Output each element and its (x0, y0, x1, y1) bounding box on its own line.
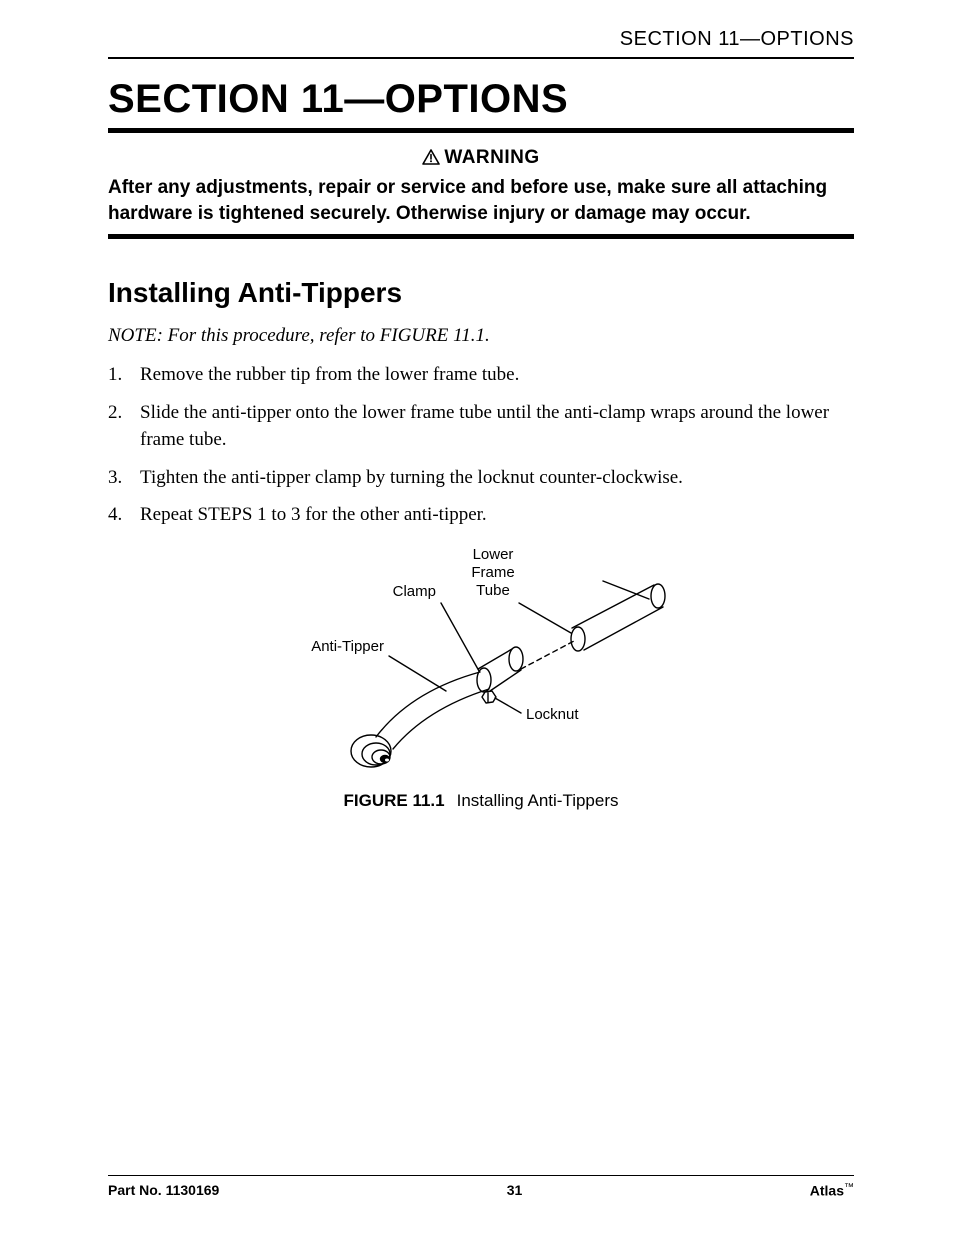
warning-heading-text: WARNING (444, 147, 539, 168)
warning-heading: WARNING (108, 147, 854, 171)
subsection-title: Installing Anti-Tippers (108, 277, 854, 309)
warning-rule (108, 234, 854, 239)
page-footer: Part No. 1130169 31 Atlas™ (108, 1175, 854, 1199)
warning-body: After any adjustments, repair or service… (108, 175, 854, 226)
callout-lower-2: Frame (471, 564, 514, 581)
locknut-shape (482, 691, 496, 703)
step-item: Tighten the anti-tipper clamp by turning… (108, 464, 854, 492)
step-item: Slide the anti-tipper onto the lower fra… (108, 399, 854, 454)
figure-illustration: Lower Frame Tube Clamp Anti-Tipper Lockn… (261, 541, 701, 781)
callout-clamp: Clamp (393, 583, 436, 600)
clamp-sleeve-shape (477, 647, 523, 692)
running-head: SECTION 11—OPTIONS (108, 28, 854, 51)
section-title: SECTION 11—OPTIONS (108, 77, 854, 122)
steps-list: Remove the rubber tip from the lower fra… (108, 361, 854, 529)
figure-caption-text: Installing Anti-Tippers (457, 791, 619, 810)
lower-frame-tube-shape (571, 584, 665, 651)
header-rule (108, 57, 854, 59)
step-item: Remove the rubber tip from the lower fra… (108, 361, 854, 389)
callout-locknut: Locknut (526, 706, 579, 723)
step-item: Repeat STEPS 1 to 3 for the other anti-t… (108, 501, 854, 529)
footer-page-number: 31 (507, 1182, 523, 1199)
anti-tipper-arm-shape (376, 672, 489, 749)
figure: Lower Frame Tube Clamp Anti-Tipper Lockn… (108, 541, 854, 811)
warning-block: WARNING After any adjustments, repair or… (108, 147, 854, 226)
title-rule (108, 128, 854, 133)
figure-label: FIGURE 11.1 (344, 791, 445, 810)
anti-tipper-wheel-shape (351, 735, 391, 767)
callout-lower-3: Tube (476, 582, 510, 599)
footer-rule (108, 1175, 854, 1176)
figure-caption: FIGURE 11.1 Installing Anti-Tippers (108, 791, 854, 811)
procedure-note: NOTE: For this procedure, refer to FIGUR… (108, 325, 854, 347)
footer-product-name: Atlas™ (810, 1182, 854, 1199)
warning-triangle-icon (422, 149, 440, 171)
footer-part-number: Part No. 1130169 (108, 1182, 219, 1199)
trademark-symbol: ™ (844, 1182, 854, 1193)
callout-antitipper: Anti-Tipper (311, 638, 384, 655)
callout-lower-1: Lower (473, 546, 514, 563)
